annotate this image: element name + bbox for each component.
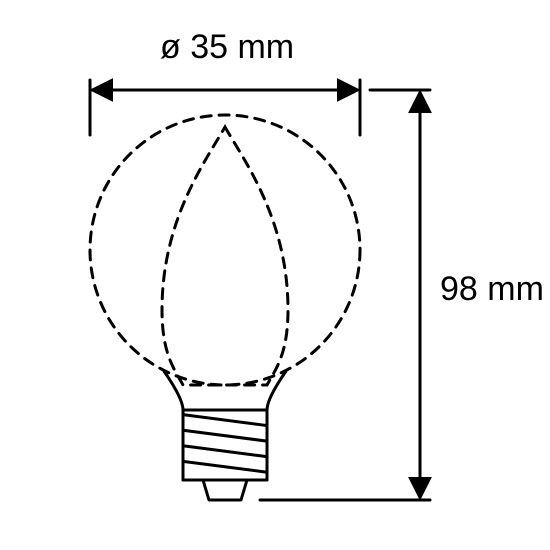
globe-outline <box>90 115 360 385</box>
thread-line <box>183 415 267 426</box>
bulb-dimension-diagram: ø 35 mm 98 mm <box>0 0 550 550</box>
contact-tip <box>203 480 247 500</box>
thread-line <box>183 430 267 441</box>
thread-line <box>183 461 267 472</box>
candle-outline <box>162 127 288 385</box>
diameter-label: ø 35 mm <box>160 28 294 66</box>
height-label: 98 mm <box>440 270 544 308</box>
thread-line <box>183 446 267 457</box>
